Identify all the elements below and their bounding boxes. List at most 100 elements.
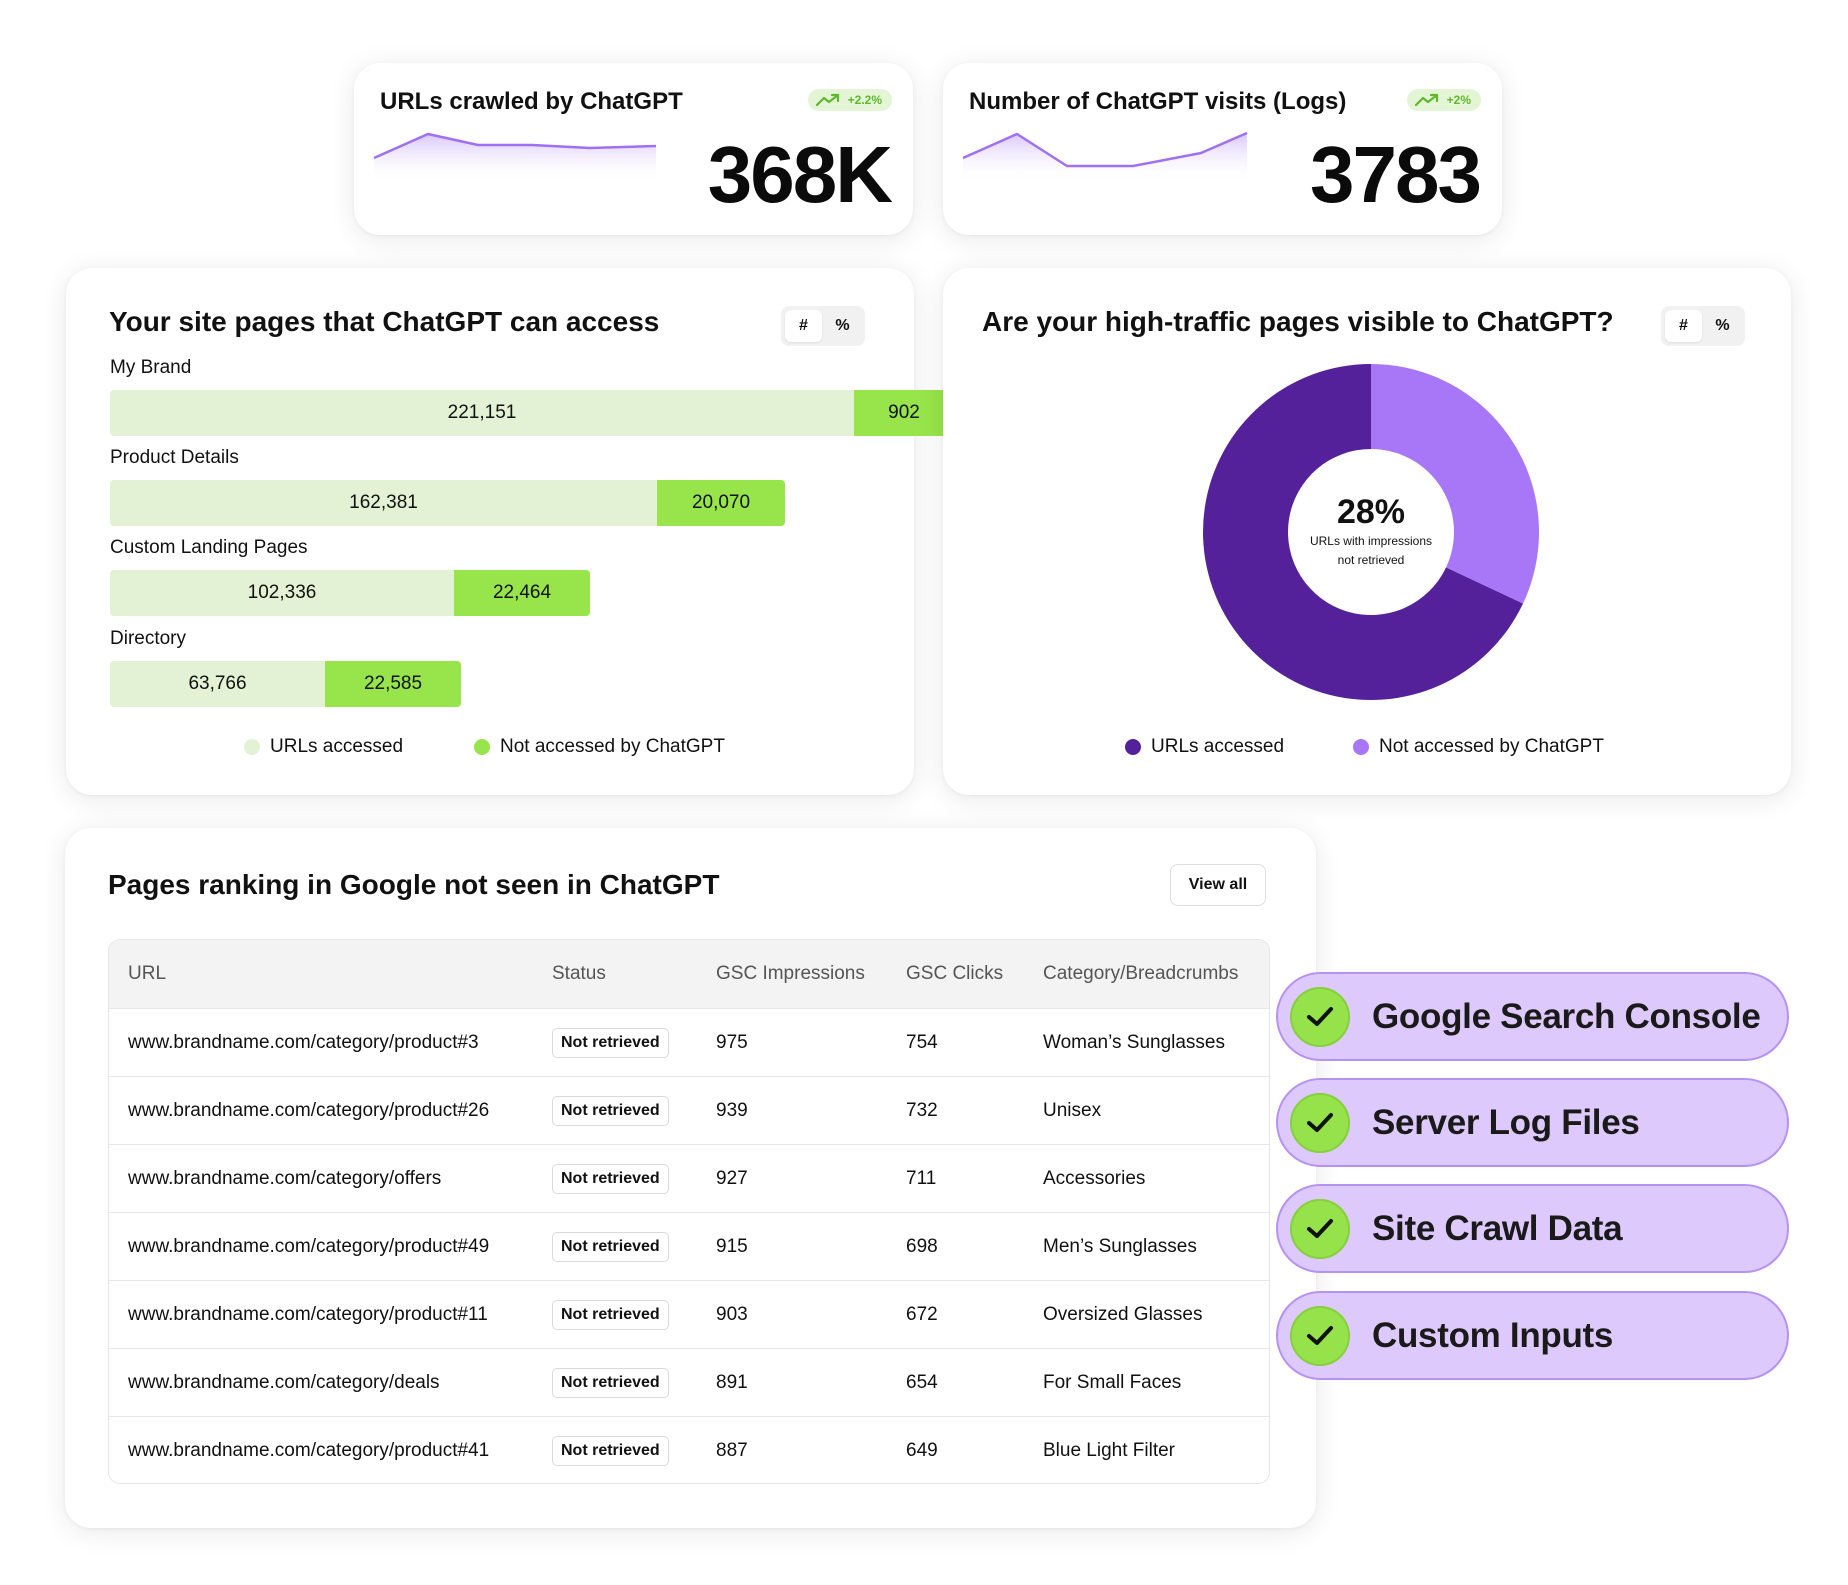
column-header-url[interactable]: URL: [128, 963, 167, 984]
cell-status: Not retrieved: [552, 1077, 669, 1145]
donut-slice-accessed[interactable]: [1203, 364, 1524, 700]
pages-table: URL Status GSC Impressions GSC Clicks Ca…: [108, 939, 1270, 1484]
cell-impressions: 939: [716, 1100, 748, 1121]
visibility-panel: Are your high-traffic pages visible to C…: [943, 268, 1791, 795]
cell-url: www.brandname.com/category/deals: [128, 1372, 440, 1393]
cell-clicks: 754: [906, 1032, 938, 1053]
cell-url: www.brandname.com/category/product#49: [128, 1236, 490, 1257]
donut-chart: [1203, 364, 1539, 700]
donut-center-value: 28%: [1336, 493, 1406, 531]
cell-clicks: 698: [906, 1236, 938, 1257]
bar-segment-accessed[interactable]: 162,381: [110, 480, 657, 526]
kpi-title: URLs crawled by ChatGPT: [380, 88, 683, 115]
bar-segment-accessed[interactable]: 63,766: [110, 661, 325, 707]
legend-label: URLs accessed: [1151, 736, 1285, 757]
panel-title: Pages ranking in Google not seen in Chat…: [108, 869, 720, 900]
source-chip-server-log-files: Server Log Files: [1276, 1078, 1789, 1167]
cell-clicks: 649: [906, 1440, 938, 1461]
source-chip-label: Google Search Console: [1372, 996, 1761, 1036]
cell-impressions: 915: [716, 1236, 748, 1257]
toggle-count[interactable]: #: [1665, 310, 1702, 342]
donut-center-label-line1: URLs with impressions: [1309, 534, 1433, 548]
access-panel: Your site pages that ChatGPT can access …: [66, 268, 954, 795]
cell-url: www.brandname.com/category/product#3: [128, 1032, 479, 1053]
cell-category: Accessories: [1043, 1168, 1146, 1189]
cell-url: www.brandname.com/category/product#41: [128, 1440, 490, 1461]
unit-toggle: # %: [781, 306, 865, 346]
source-chip-label: Custom Inputs: [1372, 1315, 1614, 1355]
status-badge: Not retrieved: [552, 1368, 669, 1398]
trend-badge: +2.2%: [807, 89, 892, 111]
column-header-clicks[interactable]: GSC Clicks: [906, 963, 1004, 984]
table-row[interactable]: www.brandname.com/category/product#41 Not…: [109, 1416, 1269, 1483]
check-icon: [1290, 1305, 1350, 1366]
legend-dot-not-accessed: [474, 739, 490, 755]
cell-status: Not retrieved: [552, 1145, 669, 1213]
check-icon: [1290, 1198, 1350, 1259]
cell-category: Men’s Sunglasses: [1043, 1236, 1197, 1257]
legend-label: URLs accessed: [270, 736, 404, 757]
bar-row: 221,151 902: [110, 390, 954, 436]
cell-status: Not retrieved: [552, 1349, 669, 1417]
check-icon: [1290, 986, 1350, 1047]
bar-segment-not-accessed[interactable]: 22,585: [325, 661, 461, 707]
bar-segment-not-accessed[interactable]: 20,070: [657, 480, 785, 526]
table-row[interactable]: www.brandname.com/category/product#3 Not …: [109, 1008, 1269, 1076]
table-row[interactable]: www.brandname.com/category/deals Not retr…: [109, 1348, 1269, 1416]
table-body: www.brandname.com/category/product#3 Not …: [109, 1008, 1269, 1483]
status-badge: Not retrieved: [552, 1164, 669, 1194]
toggle-count[interactable]: #: [785, 310, 822, 342]
kpi-card-urls-crawled: URLs crawled by ChatGPT +2.2% 368K: [354, 63, 913, 235]
cell-clicks: 711: [906, 1168, 937, 1189]
legend-label: Not accessed by ChatGPT: [1379, 736, 1604, 757]
column-header-status[interactable]: Status: [552, 963, 606, 984]
bar-row: 162,381 20,070: [110, 480, 785, 526]
table-row[interactable]: www.brandname.com/category/offers Not ret…: [109, 1144, 1269, 1212]
table-row[interactable]: www.brandname.com/category/product#26 Not…: [109, 1076, 1269, 1144]
table-row[interactable]: www.brandname.com/category/product#49 Not…: [109, 1212, 1269, 1280]
sparkline: [962, 131, 1248, 183]
cell-url: www.brandname.com/category/product#26: [128, 1100, 490, 1121]
unit-toggle: # %: [1661, 306, 1745, 346]
cell-impressions: 887: [716, 1440, 748, 1461]
toggle-percent[interactable]: %: [835, 317, 850, 334]
trend-up-icon: [815, 93, 839, 107]
table-header: URL Status GSC Impressions GSC Clicks Ca…: [109, 940, 1269, 1008]
source-chip-site-crawl-data: Site Crawl Data: [1276, 1184, 1789, 1273]
bar-segment-not-accessed[interactable]: 902: [854, 390, 954, 436]
check-icon: [1290, 1092, 1350, 1153]
cell-status: Not retrieved: [552, 1009, 669, 1077]
donut-slice-not-accessed[interactable]: [1371, 364, 1539, 604]
toggle-percent[interactable]: %: [1715, 317, 1730, 334]
cell-status: Not retrieved: [552, 1213, 669, 1281]
bar-segment-accessed[interactable]: 102,336: [110, 570, 454, 616]
legend-item-not-accessed: Not accessed by ChatGPT: [1353, 736, 1604, 758]
cell-category: Blue Light Filter: [1043, 1440, 1176, 1461]
bar-segment-accessed[interactable]: 221,151: [110, 390, 854, 436]
cell-category: Woman’s Sunglasses: [1043, 1032, 1226, 1053]
table-row[interactable]: www.brandname.com/category/product#11 Not…: [109, 1280, 1269, 1348]
bar-category-label: Product Details: [110, 447, 239, 468]
bar-segment-not-accessed[interactable]: 22,464: [454, 570, 590, 616]
cell-category: For Small Faces: [1043, 1372, 1182, 1393]
column-header-category[interactable]: Category/Breadcrumbs: [1043, 963, 1239, 984]
cell-clicks: 732: [906, 1100, 938, 1121]
kpi-value: 368K: [707, 130, 893, 219]
bar-row: 102,336 22,464: [110, 570, 590, 616]
bar-row: 63,766 22,585: [110, 661, 461, 707]
source-chip-google-search-console: Google Search Console: [1276, 972, 1789, 1061]
bar-category-label: Directory: [110, 628, 187, 649]
donut-center-label-line2: not retrieved: [1337, 553, 1405, 567]
source-chip-label: Site Crawl Data: [1372, 1208, 1623, 1248]
cell-impressions: 891: [716, 1372, 748, 1393]
view-all-button[interactable]: View all: [1170, 864, 1266, 906]
cell-impressions: 975: [716, 1032, 748, 1053]
table-panel: Pages ranking in Google not seen in Chat…: [65, 828, 1316, 1528]
cell-status: Not retrieved: [552, 1281, 669, 1349]
cell-url: www.brandname.com/category/offers: [128, 1168, 442, 1189]
column-header-impressions[interactable]: GSC Impressions: [716, 963, 865, 984]
source-chip-label: Server Log Files: [1372, 1102, 1640, 1142]
legend-item-accessed: URLs accessed: [1125, 736, 1284, 758]
trend-badge-value: +2%: [1446, 93, 1471, 107]
legend-dot-accessed: [1125, 739, 1141, 755]
